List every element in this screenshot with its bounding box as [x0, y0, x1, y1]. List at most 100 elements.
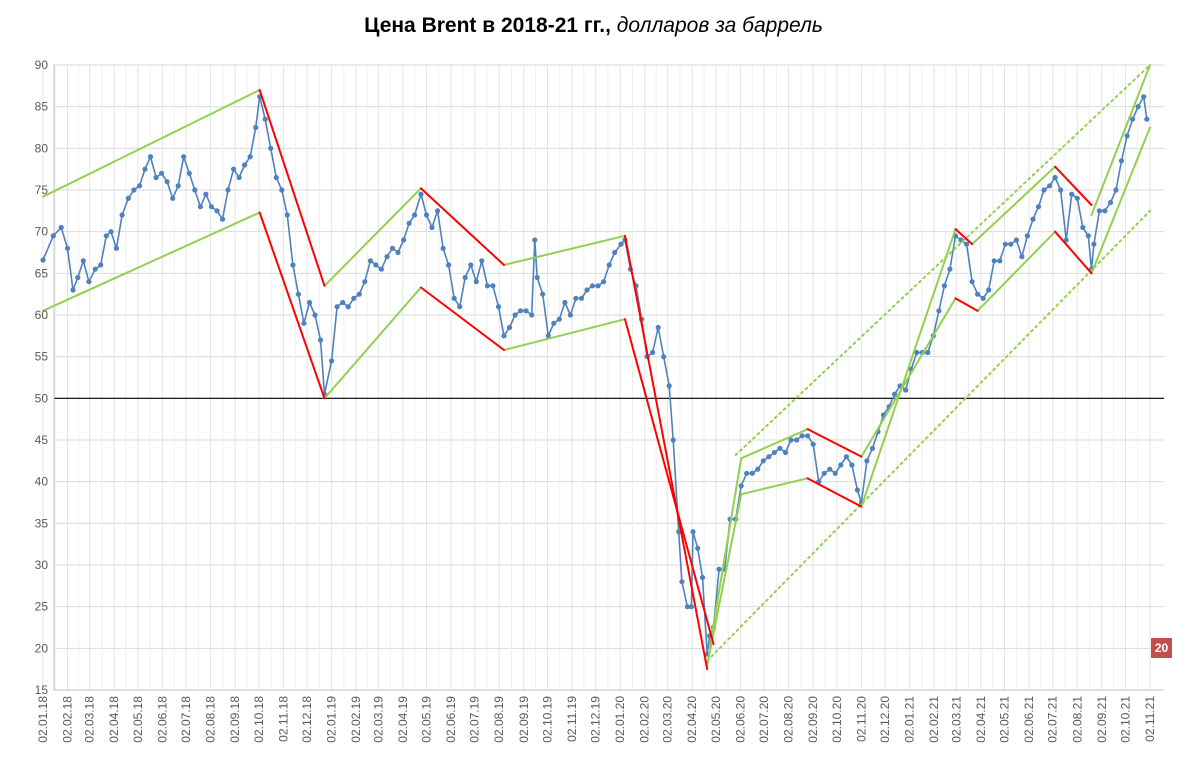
data-point	[1085, 233, 1091, 239]
data-point	[606, 262, 612, 268]
trend-line-red	[623, 234, 709, 671]
data-point	[744, 470, 750, 476]
trend-line-green	[971, 165, 1057, 246]
y-tick-label: 45	[35, 433, 49, 447]
data-point	[864, 458, 870, 464]
data-point	[295, 291, 301, 297]
y-tick-label: 65	[35, 266, 49, 280]
x-tick-label: 02.06.19	[444, 696, 458, 743]
y-tick-label: 50	[35, 391, 49, 405]
trend-line-red	[419, 187, 505, 266]
x-tick-label: 02.05.18	[131, 696, 145, 743]
trend-line-red	[1054, 165, 1093, 206]
data-point	[827, 466, 833, 472]
data-point	[273, 174, 279, 181]
data-point	[1058, 187, 1064, 193]
data-point	[1002, 241, 1008, 247]
data-point	[556, 316, 562, 322]
data-point	[821, 470, 827, 476]
data-point	[98, 262, 104, 268]
data-point	[854, 487, 861, 493]
x-tick-label: 02.07.18	[179, 696, 193, 743]
x-tick-label: 02.04.19	[396, 696, 410, 743]
data-point	[351, 295, 357, 301]
data-point	[192, 187, 198, 193]
data-point	[40, 257, 46, 263]
x-tick-label: 02.11.20	[854, 696, 868, 742]
data-point	[766, 454, 772, 460]
x-tick-label: 02.08.20	[782, 696, 796, 743]
data-point	[1013, 237, 1020, 243]
data-point	[679, 579, 685, 585]
trend-line-red	[258, 211, 326, 400]
trend-line-green	[42, 211, 261, 312]
data-point	[666, 383, 672, 389]
chart-title-unit: долларов за баррель	[616, 14, 823, 37]
data-point	[418, 191, 424, 197]
data-point	[214, 208, 220, 214]
data-point	[197, 204, 203, 210]
data-point	[1041, 187, 1047, 193]
data-point	[70, 287, 76, 293]
data-point	[125, 195, 131, 201]
x-tick-labels: 02.01.18 02.02.18 02.03.18 02.04.18 02.05.18…	[36, 696, 1157, 743]
data-point	[75, 274, 81, 281]
data-point	[670, 437, 676, 443]
data-point	[50, 233, 56, 239]
data-point	[64, 245, 71, 251]
data-point	[103, 233, 109, 239]
page-badge: 20	[1151, 638, 1172, 658]
data-point	[340, 299, 346, 306]
data-point	[1144, 116, 1150, 122]
data-point	[975, 291, 981, 297]
x-tick-label: 02.12.18	[300, 696, 314, 743]
data-point	[362, 279, 368, 285]
data-point	[423, 212, 430, 218]
y-tick-label: 15	[35, 683, 49, 697]
data-point	[1113, 187, 1119, 193]
data-point	[473, 279, 479, 285]
x-tick-label: 02.04.21	[974, 696, 988, 743]
x-tick-label: 02.06.21	[1022, 696, 1036, 743]
data-point	[584, 287, 590, 293]
data-point	[914, 349, 920, 356]
data-point	[805, 433, 811, 439]
y-tick-label: 70	[35, 225, 49, 239]
data-point	[986, 287, 992, 293]
data-point	[406, 220, 412, 226]
data-point	[457, 304, 463, 310]
data-point	[147, 154, 154, 160]
data-point	[435, 208, 441, 214]
data-point	[936, 308, 942, 314]
trend-line-green	[708, 457, 743, 650]
data-point	[490, 283, 496, 289]
trend-line-green	[323, 187, 422, 287]
data-point	[1102, 208, 1108, 214]
data-point	[367, 258, 373, 264]
x-tick-label: 02.03.21	[949, 696, 963, 743]
x-tick-label: 02.06.20	[733, 696, 747, 743]
x-tick-label: 02.07.19	[468, 696, 482, 743]
data-point	[684, 604, 691, 610]
data-point	[225, 187, 231, 193]
x-tick-label: 02.12.19	[589, 696, 603, 743]
data-point	[262, 116, 268, 122]
trend-line-green	[502, 318, 626, 351]
x-tick-label: 02.03.19	[371, 696, 385, 743]
x-tick-label: 02.10.20	[830, 696, 844, 743]
data-point	[290, 262, 296, 268]
trend-line-green	[860, 297, 957, 458]
data-point	[755, 466, 761, 472]
data-point	[1141, 94, 1147, 100]
x-tick-label: 02.09.20	[806, 696, 820, 743]
data-point	[242, 162, 248, 168]
y-tick-label: 85	[35, 100, 49, 114]
x-tick-label: 02.02.18	[61, 696, 75, 743]
trend-line-green	[1090, 64, 1151, 216]
data-point	[131, 187, 137, 193]
x-tick-label: 02.08.18	[204, 696, 218, 743]
data-point	[512, 312, 518, 318]
plot-area	[54, 65, 1164, 690]
series-group	[40, 94, 1150, 657]
